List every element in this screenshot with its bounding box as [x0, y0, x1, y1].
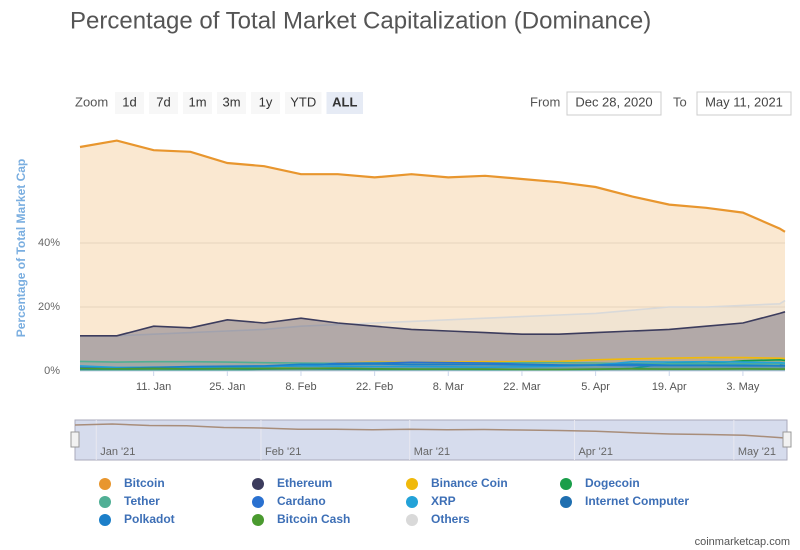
area-shade: [80, 300, 785, 371]
x-tick-label: 5. Apr: [581, 381, 610, 393]
y-tick-label: 20%: [38, 301, 60, 313]
from-input[interactable]: [566, 91, 662, 116]
navigator-tick-label: Jan '21: [100, 446, 135, 458]
credit: coinmarketcap.com: [695, 536, 790, 548]
legend-marker[interactable]: [99, 514, 111, 526]
navigator-tick-label: Feb '21: [265, 446, 301, 458]
legend-label[interactable]: XRP: [431, 494, 456, 508]
legend-marker[interactable]: [252, 478, 264, 490]
legend-marker[interactable]: [560, 478, 572, 490]
x-tick-label: 8. Feb: [285, 381, 316, 393]
y-tick-label: 40%: [38, 237, 60, 249]
zoom-button-bg[interactable]: [183, 92, 212, 114]
zoom-button-label[interactable]: 1m: [188, 94, 206, 109]
legend-item[interactable]: Ethereum: [252, 476, 332, 490]
series-line: [79, 139, 786, 233]
zoom-button[interactable]: 1d: [115, 92, 144, 114]
zoom-button-bg[interactable]: [285, 92, 322, 114]
zoom-button[interactable]: YTD: [285, 92, 322, 114]
zoom-button-bg[interactable]: [251, 92, 280, 114]
legend-label[interactable]: Cardano: [277, 494, 326, 508]
x-tick-label: 25. Jan: [209, 381, 245, 393]
navigator-handle[interactable]: [70, 431, 80, 448]
zoom-button-bg[interactable]: [115, 92, 144, 114]
zoom-button-label[interactable]: YTD: [290, 94, 316, 109]
zoom-button-label[interactable]: 3m: [222, 94, 240, 109]
legend-marker[interactable]: [406, 514, 418, 526]
legend-marker[interactable]: [252, 496, 264, 508]
legend-label[interactable]: Dogecoin: [585, 476, 640, 490]
legend-label[interactable]: Ethereum: [277, 476, 332, 490]
series-line: [79, 367, 785, 371]
area-shade: [80, 140, 785, 371]
from-label: From: [530, 94, 560, 109]
legend-item[interactable]: Cardano: [252, 494, 326, 508]
x-tick-label: 8. Mar: [433, 381, 465, 393]
x-tick-label: 11. Jan: [136, 381, 171, 393]
legend-item[interactable]: Tether: [99, 494, 160, 508]
zoom-button-label[interactable]: 7d: [156, 94, 170, 109]
x-tick-label: 22. Mar: [503, 381, 541, 393]
series-line: [80, 311, 786, 337]
navigator-line: [74, 423, 788, 439]
y-axis-title: Percentage of Total Market Cap: [14, 159, 28, 338]
legend-label[interactable]: Polkadot: [124, 512, 175, 526]
y-tick-label: 0%: [44, 365, 60, 377]
navigator-tick-label: Mar '21: [414, 446, 450, 458]
zoom-button-label[interactable]: ALL: [332, 94, 357, 109]
zoom-button-label[interactable]: 1y: [259, 94, 273, 109]
zoom-button[interactable]: 1y: [251, 92, 280, 114]
zoom-button-bg[interactable]: [217, 92, 246, 114]
legend-marker[interactable]: [99, 496, 111, 508]
legend-marker[interactable]: [560, 496, 572, 508]
zoom-button[interactable]: 3m: [217, 92, 246, 114]
zoom-button-bg[interactable]: [326, 92, 364, 114]
navigator-handle[interactable]: [782, 431, 792, 448]
legend-item[interactable]: Polkadot: [99, 512, 175, 526]
legend-label[interactable]: Internet Computer: [585, 494, 689, 508]
series-line: [80, 299, 786, 337]
legend-marker[interactable]: [406, 478, 418, 490]
legend-marker[interactable]: [99, 478, 111, 490]
navigator-tick-label: May '21: [738, 446, 776, 458]
x-tick-label: 3. May: [726, 381, 760, 393]
series-line: [79, 363, 785, 370]
legend-item[interactable]: Bitcoin: [99, 476, 165, 490]
legend-label[interactable]: Others: [431, 512, 470, 526]
legend-label[interactable]: Binance Coin: [431, 476, 508, 490]
legend-item[interactable]: Others: [406, 512, 470, 526]
legend-item[interactable]: XRP: [406, 494, 456, 508]
zoom-button-label[interactable]: 1d: [122, 94, 136, 109]
legend-item[interactable]: Internet Computer: [560, 494, 689, 508]
legend-label[interactable]: Tether: [124, 494, 160, 508]
chart-title: Percentage of Total Market Capitalizatio…: [70, 7, 651, 34]
legend-item[interactable]: Bitcoin Cash: [252, 512, 350, 526]
zoom-label: Zoom: [75, 94, 108, 109]
legend-marker[interactable]: [252, 514, 264, 526]
zoom-button-bg[interactable]: [149, 92, 178, 114]
zoom-button[interactable]: 1m: [183, 92, 212, 114]
to-date[interactable]: May 11, 2021: [705, 94, 783, 109]
from-date[interactable]: Dec 28, 2020: [575, 94, 652, 109]
legend-item[interactable]: Binance Coin: [406, 476, 508, 490]
legend-marker[interactable]: [406, 496, 418, 508]
x-tick-label: 19. Apr: [652, 381, 687, 393]
navigator-tick-label: Apr '21: [578, 446, 613, 458]
to-input[interactable]: [696, 91, 792, 116]
legend-item[interactable]: Dogecoin: [560, 476, 640, 490]
area-shade: [80, 359, 785, 371]
zoom-button[interactable]: 7d: [149, 92, 178, 114]
to-label: To: [673, 94, 687, 109]
legend-label[interactable]: Bitcoin Cash: [277, 512, 350, 526]
zoom-button[interactable]: ALL: [326, 92, 364, 114]
legend-label[interactable]: Bitcoin: [124, 476, 165, 490]
area-shade: [80, 311, 785, 371]
x-tick-label: 22. Feb: [356, 381, 393, 393]
